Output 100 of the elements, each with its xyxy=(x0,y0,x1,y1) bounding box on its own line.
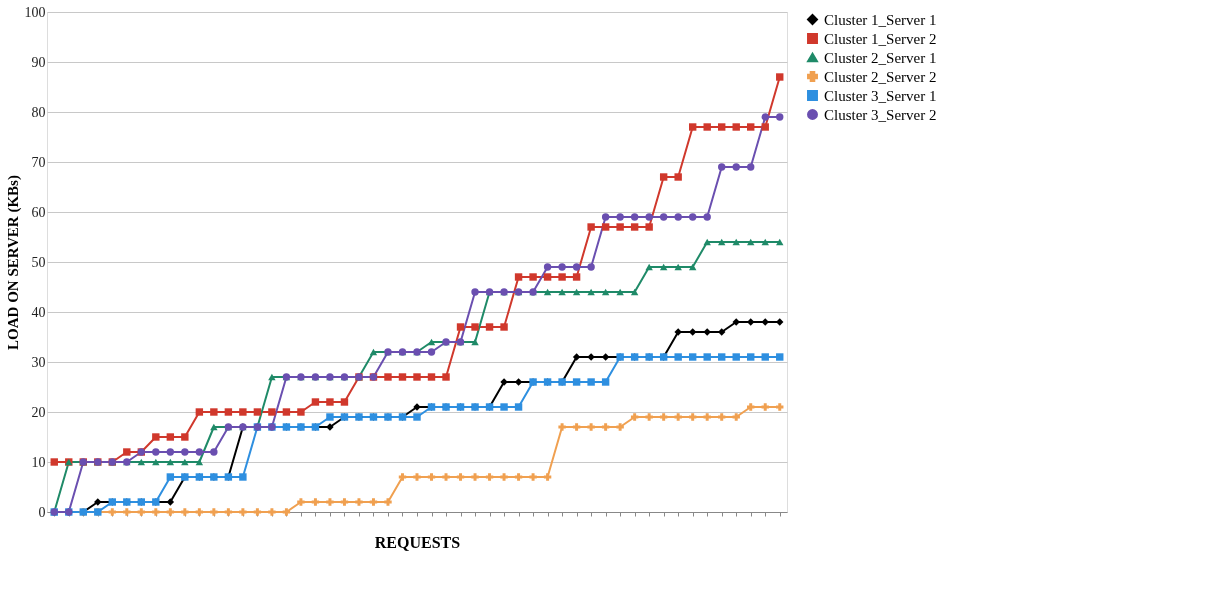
legend-label: Cluster 1_Server 2 xyxy=(824,30,937,47)
point xyxy=(732,123,740,131)
legend-label: Cluster 2_Server 2 xyxy=(824,68,937,85)
point xyxy=(601,223,610,231)
point xyxy=(239,408,247,416)
point xyxy=(630,288,639,296)
point xyxy=(543,288,552,296)
point xyxy=(688,263,697,271)
point xyxy=(630,213,639,221)
point xyxy=(718,163,726,171)
point xyxy=(601,423,610,431)
point xyxy=(732,353,740,361)
point xyxy=(514,473,523,481)
point xyxy=(195,508,204,516)
point xyxy=(761,403,769,411)
point xyxy=(137,458,146,466)
point xyxy=(718,238,726,246)
point xyxy=(340,498,349,506)
point xyxy=(268,373,276,381)
point xyxy=(659,213,668,221)
point xyxy=(761,238,769,246)
point xyxy=(471,288,479,296)
point xyxy=(123,448,131,456)
point xyxy=(413,413,421,421)
point xyxy=(587,423,595,431)
point xyxy=(674,413,682,421)
point xyxy=(747,353,755,361)
point xyxy=(166,473,175,481)
point xyxy=(282,408,291,416)
point xyxy=(587,288,595,296)
point xyxy=(210,408,218,416)
point xyxy=(311,498,320,506)
point xyxy=(181,433,189,441)
point xyxy=(166,508,175,516)
point xyxy=(630,413,639,421)
point xyxy=(326,398,334,406)
y-tick-label: 70 xyxy=(31,154,46,170)
legend-label: Cluster 2_Server 1 xyxy=(824,49,937,66)
point xyxy=(166,498,175,506)
y-axis-title: LOAD ON SERVER (KBs) xyxy=(4,175,22,350)
point xyxy=(732,163,740,171)
point xyxy=(297,408,305,416)
y-tick-label: 0 xyxy=(38,504,46,520)
point xyxy=(123,508,131,516)
point xyxy=(674,263,682,271)
point xyxy=(616,213,624,221)
point xyxy=(166,458,175,466)
point xyxy=(369,498,378,506)
point xyxy=(413,373,421,381)
y-tick-label: 90 xyxy=(31,54,46,70)
point xyxy=(442,373,450,381)
point xyxy=(776,403,784,411)
point xyxy=(558,273,566,281)
point xyxy=(500,473,508,481)
point xyxy=(456,323,465,331)
point xyxy=(659,413,668,421)
point xyxy=(674,213,682,221)
point xyxy=(268,408,276,416)
point xyxy=(572,273,581,281)
point xyxy=(616,223,624,231)
point xyxy=(718,413,726,421)
point xyxy=(659,173,668,181)
point xyxy=(384,498,392,506)
point xyxy=(558,288,566,296)
point xyxy=(616,288,624,296)
point xyxy=(195,458,204,466)
point xyxy=(776,238,784,246)
point xyxy=(645,263,653,271)
point xyxy=(471,473,479,481)
point xyxy=(543,263,552,271)
point xyxy=(340,398,349,406)
point xyxy=(427,373,436,381)
point xyxy=(514,403,523,411)
point xyxy=(732,238,740,246)
point xyxy=(587,378,595,386)
point xyxy=(355,498,363,506)
point xyxy=(471,338,479,346)
point xyxy=(572,353,581,361)
point xyxy=(703,353,711,361)
point xyxy=(558,263,566,271)
point xyxy=(326,413,334,421)
point xyxy=(210,423,218,431)
point xyxy=(732,413,740,421)
point xyxy=(442,473,450,481)
point xyxy=(152,448,160,456)
point xyxy=(688,353,697,361)
point xyxy=(311,398,320,406)
point xyxy=(558,423,566,431)
point xyxy=(601,288,610,296)
point xyxy=(718,328,726,336)
point xyxy=(137,508,146,516)
point xyxy=(703,413,711,421)
point xyxy=(369,348,378,356)
point xyxy=(181,458,189,466)
point xyxy=(297,498,305,506)
legend-label: Cluster 3_Server 1 xyxy=(824,87,937,104)
y-tick-label: 40 xyxy=(31,304,46,320)
point xyxy=(108,508,116,516)
x-axis-title: REQUESTS xyxy=(374,534,461,551)
point xyxy=(688,123,697,131)
